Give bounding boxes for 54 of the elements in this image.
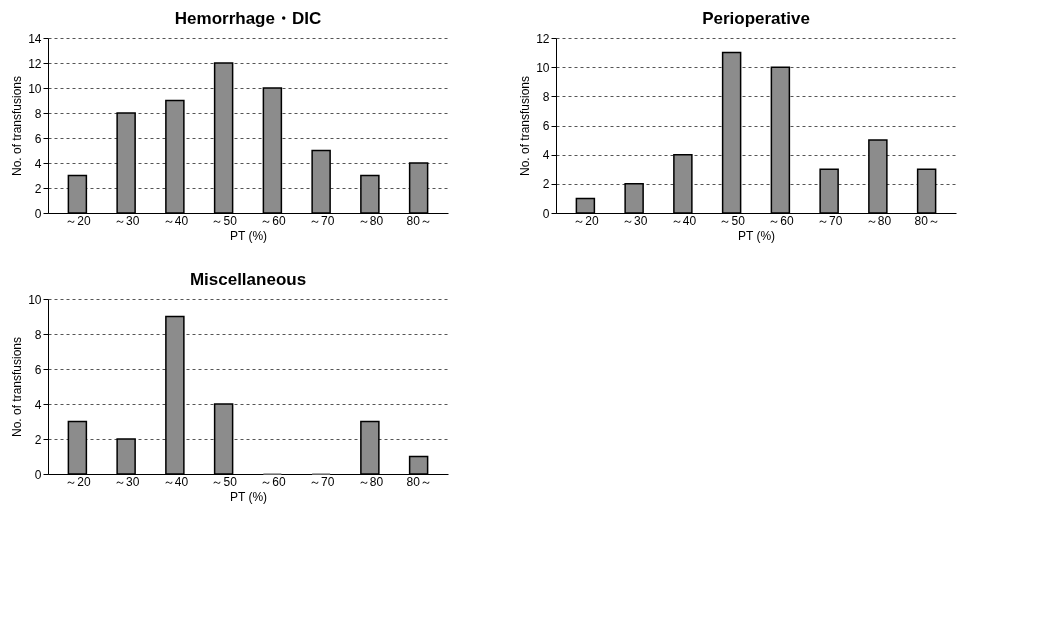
y-axis-title: No. of transfusions [518, 75, 533, 177]
x-tick-label: ～50 [211, 213, 238, 228]
x-tick-label: ～30 [621, 213, 648, 228]
y-tick-label: 0 [34, 467, 42, 482]
y-tick-label: 4 [542, 148, 550, 163]
x-tick-label: ～30 [113, 213, 140, 228]
y-tick-label: 10 [536, 60, 550, 75]
x-tick-label: ～60 [260, 474, 286, 489]
y-tick-label: 12 [536, 31, 550, 46]
x-tick-label: ～80 [357, 213, 384, 228]
x-tick-label: ～70 [816, 213, 843, 228]
x-tick-label: ～30 [113, 474, 140, 489]
x-tick-label: ～60 [768, 213, 794, 228]
y-tick-label: 6 [34, 131, 42, 146]
x-tick-label: ～50 [211, 474, 238, 489]
x-tick-label: ～20 [65, 213, 91, 228]
y-tick-label: 4 [34, 156, 42, 171]
x-tick-label: ～20 [65, 474, 91, 489]
x-tick-label: ～50 [719, 213, 746, 228]
x-axis-title: PT (%) [229, 489, 268, 504]
chart-title: Miscellaneous [189, 270, 307, 289]
y-tick-label: 2 [34, 432, 42, 447]
x-tick-label: ～40 [162, 213, 189, 228]
x-tick-label: 80～ [406, 213, 432, 228]
x-tick-label: 80～ [914, 213, 940, 228]
y-tick-label: 14 [28, 31, 42, 46]
x-tick-label: 80～ [406, 474, 432, 489]
y-tick-label: 12 [28, 56, 42, 71]
y-tick-label: 10 [28, 81, 42, 96]
y-tick-label: 8 [542, 89, 550, 104]
y-tick-label: 8 [34, 106, 42, 121]
x-tick-label: ～40 [670, 213, 697, 228]
x-tick-label: ～70 [308, 474, 335, 489]
x-tick-label: ～40 [162, 474, 189, 489]
y-tick-label: 6 [34, 362, 42, 377]
y-tick-label: 2 [542, 177, 550, 192]
y-axis-title: No. of transfusions [10, 75, 25, 177]
y-tick-label: 10 [28, 292, 42, 307]
x-tick-label: ～20 [573, 213, 599, 228]
x-tick-label: ～80 [865, 213, 892, 228]
x-tick-label: ～60 [260, 213, 286, 228]
y-tick-label: 2 [34, 181, 42, 196]
chart-title: Perioperative [702, 9, 810, 28]
chart-title: Hemorrhage・DIC [174, 9, 322, 28]
x-tick-label: ～80 [357, 474, 384, 489]
y-tick-label: 4 [34, 397, 42, 412]
y-tick-label: 6 [542, 119, 550, 133]
x-tick-label: ～70 [308, 213, 335, 228]
x-axis-title: PT (%) [229, 228, 268, 243]
y-axis-title: No. of transfusions [10, 336, 25, 438]
x-axis-title: PT (%) [737, 228, 776, 243]
y-tick-label: 8 [34, 327, 42, 342]
y-tick-label: 0 [34, 206, 42, 221]
y-tick-label: 0 [542, 206, 550, 221]
